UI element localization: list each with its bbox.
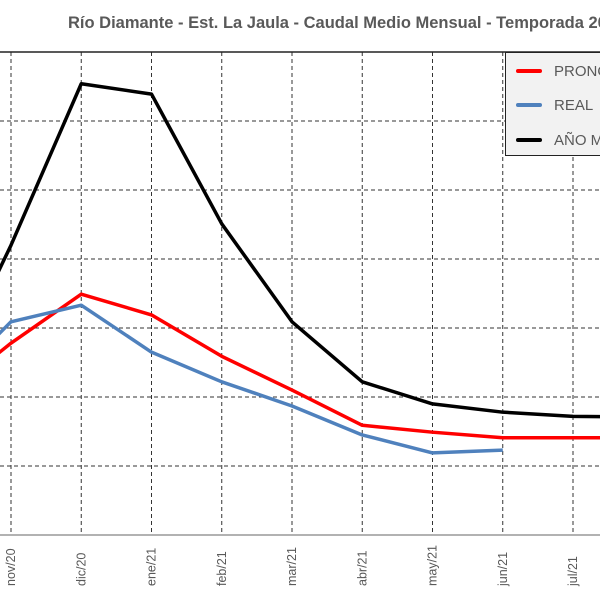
- x-tick-label: jun/21: [496, 552, 510, 587]
- series-line-prono: [0, 292, 600, 440]
- legend-label: AÑO M: [554, 131, 600, 149]
- legend-swatch-ano-medio: [516, 138, 542, 142]
- x-tick-label: abr/21: [355, 551, 369, 586]
- x-tick-label: jul/21: [566, 556, 580, 587]
- x-tick-label: mar/21: [285, 547, 299, 586]
- x-tick-label: ene/21: [145, 548, 159, 586]
- x-tick-label: dic/20: [74, 553, 88, 586]
- legend-item-ano-medio[interactable]: AÑO M: [516, 130, 600, 150]
- legend-label: REAL: [554, 96, 594, 114]
- x-tick-label: nov/20: [4, 548, 18, 586]
- x-tick-label: may/21: [426, 545, 440, 586]
- x-tick-label: feb/21: [215, 551, 229, 586]
- series-lines: [0, 81, 600, 455]
- legend: PRONO REAL AÑO M: [505, 52, 600, 156]
- chart-title: Río Diamante - Est. La Jaula - Caudal Me…: [68, 14, 600, 32]
- x-tick-labels: nov/20 dic/20 ene/21 feb/21 mar/21 abr/21 may/…: [4, 545, 580, 587]
- legend-swatch-real: [516, 103, 542, 107]
- legend-item-real[interactable]: REAL: [516, 95, 593, 115]
- legend-label: PRONO: [554, 62, 600, 80]
- legend-item-prono[interactable]: PRONO: [516, 61, 600, 81]
- legend-swatch-prono: [516, 69, 542, 73]
